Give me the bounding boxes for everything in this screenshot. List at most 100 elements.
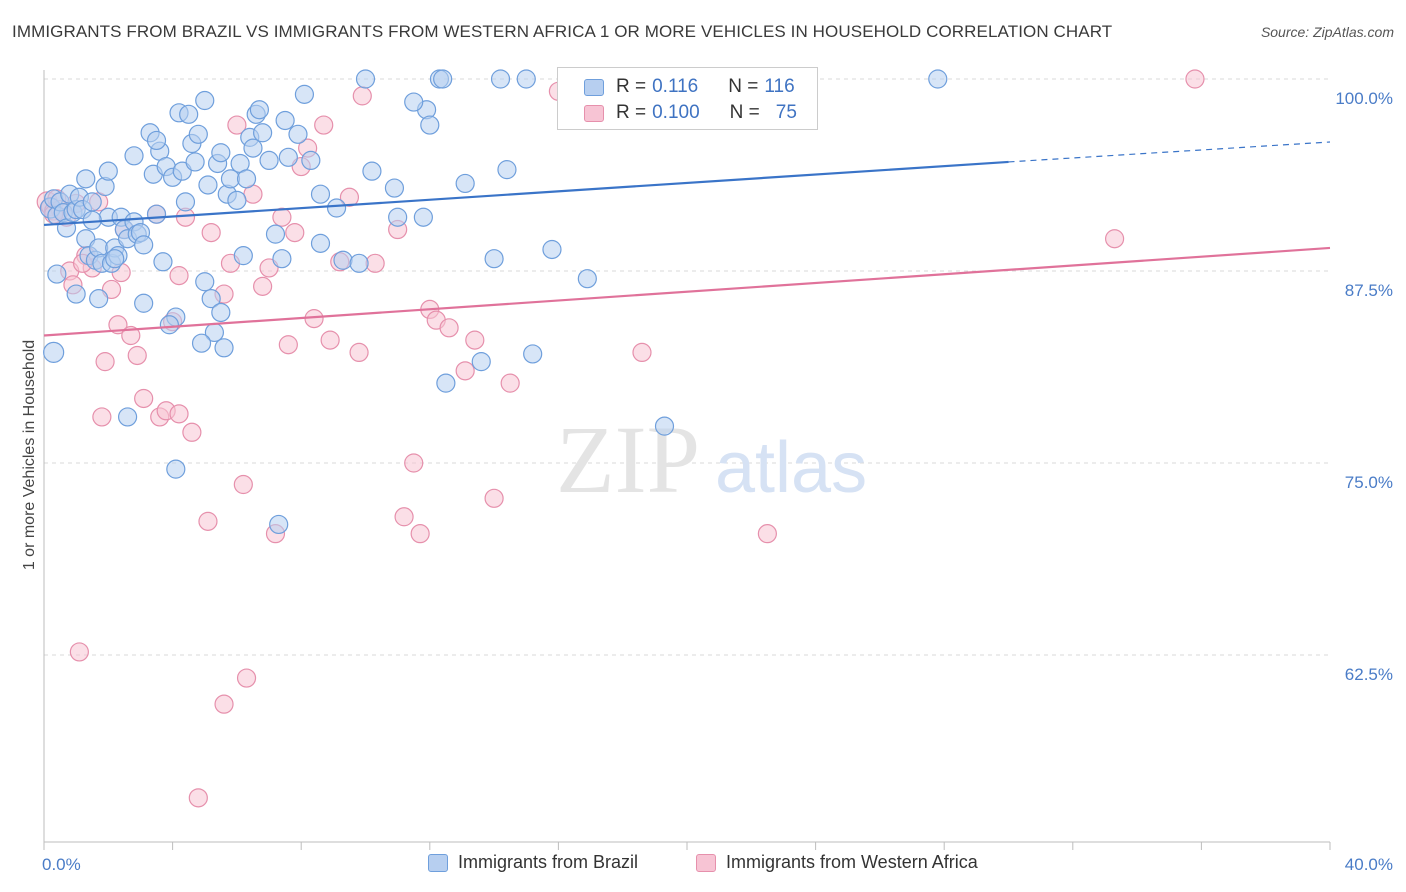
brazil-point-85 — [654, 416, 675, 436]
brazil-point-100 — [43, 341, 65, 364]
brazil-point-13 — [82, 192, 102, 212]
wafrica-point-19 — [127, 345, 147, 366]
legend-n-label: N = — [729, 102, 760, 123]
brazil-point-86 — [928, 69, 948, 89]
wafrica-point-18 — [121, 325, 141, 346]
brazil-point-82 — [542, 239, 562, 260]
brazil-point-112 — [516, 69, 536, 89]
tick-labels: 62.5% 75.0% 87.5% 100.0% 0.0% 40.0% — [42, 89, 1393, 874]
brazil-point-92 — [134, 293, 154, 313]
brazil-point-87 — [47, 264, 67, 284]
brazil-point-59 — [265, 224, 286, 244]
wafrica-point-46 — [320, 330, 340, 350]
brazil-trend-extension — [1008, 141, 1331, 163]
brazil-point-102 — [76, 169, 96, 189]
brazil-point-103 — [98, 161, 118, 181]
brazil-point-31 — [146, 204, 167, 224]
brazil-point-45 — [201, 289, 221, 309]
wafrica-point-65 — [757, 524, 777, 544]
brazil-point-109 — [349, 253, 369, 273]
brazil-point-91 — [117, 407, 138, 427]
brazil-point-58 — [259, 150, 279, 171]
wafrica-point-50 — [365, 253, 385, 273]
wafrica-point-61 — [500, 373, 520, 393]
legend-label-brazil: Immigrants from Brazil — [458, 852, 639, 872]
bottom-legend: Immigrants from Brazil Immigrants from W… — [0, 852, 1406, 878]
wafrica-point-20 — [134, 388, 154, 409]
brazil-point-76 — [455, 173, 475, 194]
legend-swatch-western-africa — [696, 853, 716, 872]
brazil-point-97 — [211, 302, 231, 323]
brazil-point-39 — [179, 104, 199, 124]
legend-r-value-brazil: 0.116 — [652, 76, 699, 97]
brazil-point-68 — [362, 161, 382, 181]
brazil-point-81 — [523, 344, 543, 364]
brazil-point-113 — [124, 146, 144, 166]
brazil-point-96 — [195, 272, 215, 292]
legend-r-value-western-africa: 0.100 — [652, 102, 700, 123]
brazil-point-84 — [577, 269, 597, 289]
brazil-point-64 — [301, 150, 321, 171]
legend-label-western-africa: Immigrants from Western Africa — [726, 852, 978, 872]
legend-item-brazil: Immigrants from Brazil — [428, 852, 638, 873]
wafrica-point-71 — [169, 266, 189, 286]
brazil-point-79 — [490, 69, 511, 89]
series-brazil-points — [39, 69, 948, 535]
legend-n-value-brazil: 116 — [764, 76, 795, 97]
wafrica-point-25 — [169, 404, 189, 424]
wafrica-point-36 — [253, 276, 273, 296]
brazil-point-62 — [288, 124, 308, 144]
brazil-point-44 — [198, 175, 218, 195]
y-tick-label-3: 100.0% — [1335, 89, 1393, 108]
x-tick-label-1: 40.0% — [1345, 855, 1393, 874]
x-tick-label-0: 0.0% — [42, 855, 81, 874]
brazil-point-93 — [159, 315, 179, 335]
wafrica-point-33 — [233, 474, 253, 495]
wafrica-point-48 — [339, 187, 360, 207]
brazil-point-53 — [236, 169, 257, 189]
brazil-point-71 — [413, 207, 433, 227]
brazil-point-94 — [166, 459, 186, 479]
brazil-point-65 — [310, 233, 331, 253]
brazil-point-55 — [243, 138, 263, 158]
brazil-point-42 — [188, 124, 208, 144]
legend-r-label: R = — [616, 76, 647, 97]
brazil-point-105 — [249, 100, 270, 120]
brazil-point-80 — [497, 160, 517, 180]
brazil-point-104 — [175, 192, 196, 212]
legend-row-brazil: R = 0.116 N = 116 — [584, 74, 795, 100]
wafrica-point-9 — [69, 642, 89, 662]
trend-lines — [43, 141, 1331, 337]
y-tick-label-2: 87.5% — [1345, 281, 1393, 300]
brazil-point-101 — [146, 130, 167, 151]
wafrica-point-14 — [95, 352, 115, 372]
wafrica-point-27 — [182, 422, 202, 442]
wafrica-point-54 — [410, 524, 430, 544]
brazil-point-63 — [294, 84, 315, 104]
brazil-point-110 — [404, 92, 424, 112]
brazil-point-60 — [272, 249, 292, 269]
brazil-point-90 — [105, 249, 125, 269]
brazil-point-115 — [233, 246, 253, 266]
brazil-point-106 — [275, 110, 295, 131]
wafrica-point-29 — [201, 223, 221, 243]
legend-swatch-brazil — [428, 853, 448, 872]
y-tick-label-1: 75.0% — [1345, 473, 1393, 492]
brazil-trend-line — [43, 160, 1009, 227]
wafrica-point-59 — [465, 330, 485, 350]
wafrica-point-34 — [236, 668, 257, 688]
brazil-point-70 — [388, 207, 408, 227]
wafrica-point-32 — [227, 115, 247, 135]
wafrica-point-41 — [285, 223, 305, 243]
brazil-point-78 — [484, 249, 504, 269]
legend-swatch-brazil — [584, 78, 604, 96]
chart-title: IMMIGRANTS FROM BRAZIL VS IMMIGRANTS FRO… — [12, 22, 1113, 41]
brazil-point-99 — [269, 514, 289, 535]
wafrica-point-49 — [349, 342, 369, 363]
brazil-point-33 — [153, 252, 173, 272]
wafrica-point-28 — [198, 511, 218, 531]
brazil-point-48 — [211, 143, 231, 163]
wafrica-point-67 — [1185, 69, 1205, 89]
source-credit: Source: ZipAtlas.com — [1260, 24, 1394, 40]
